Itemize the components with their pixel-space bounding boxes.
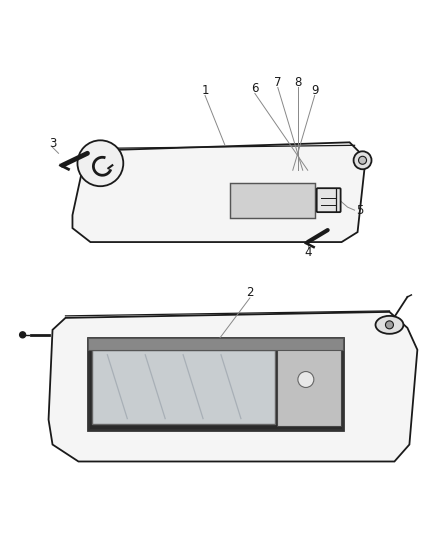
- Bar: [88, 338, 343, 430]
- Text: 9: 9: [311, 84, 318, 97]
- Bar: [92, 350, 276, 424]
- Circle shape: [78, 140, 124, 186]
- Circle shape: [20, 332, 25, 338]
- Bar: [277, 342, 341, 425]
- Text: 3: 3: [49, 137, 56, 150]
- Circle shape: [359, 156, 367, 164]
- Bar: [88, 338, 343, 350]
- FancyBboxPatch shape: [317, 188, 341, 212]
- Circle shape: [385, 321, 393, 329]
- Polygon shape: [49, 312, 417, 462]
- Ellipse shape: [375, 316, 403, 334]
- Text: 5: 5: [356, 204, 363, 216]
- Text: 1: 1: [201, 84, 209, 97]
- Text: 8: 8: [294, 76, 301, 89]
- Text: 4: 4: [304, 246, 311, 259]
- Text: 7: 7: [274, 76, 282, 89]
- Text: 2: 2: [246, 286, 254, 300]
- Polygon shape: [72, 142, 364, 242]
- Circle shape: [353, 151, 371, 169]
- Bar: [230, 183, 314, 218]
- Circle shape: [298, 372, 314, 387]
- Text: 6: 6: [251, 82, 258, 95]
